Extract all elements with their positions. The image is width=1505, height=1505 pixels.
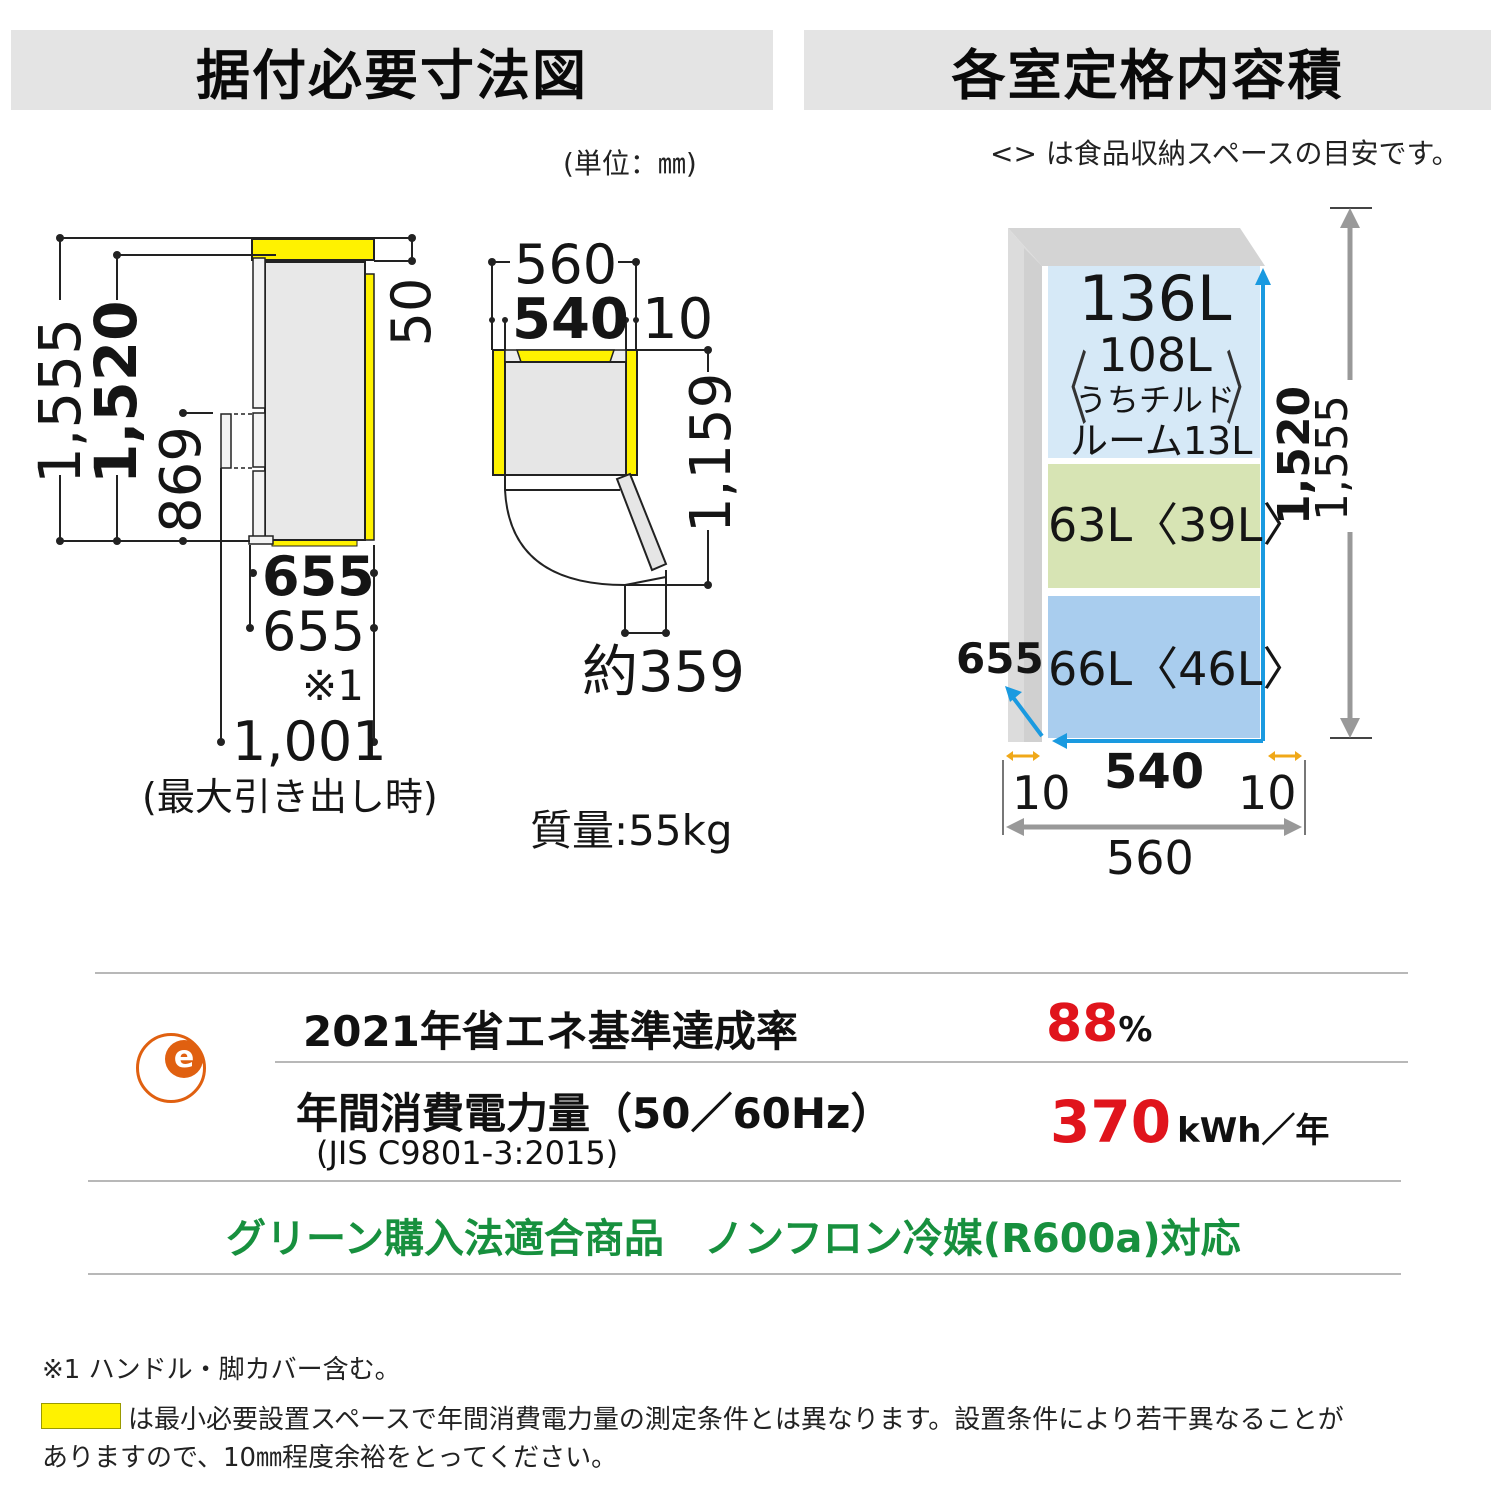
fridge-food-capacity: 108L: [1098, 328, 1212, 382]
top-door-swing: 約359: [582, 640, 745, 705]
bracket-right: 〉: [1225, 343, 1265, 436]
side-depth-incl: 655: [262, 600, 366, 663]
side-depth-max-label: (最大引き出し時): [142, 775, 438, 819]
divider-green: [88, 1273, 1401, 1275]
top-width-total: 560: [514, 233, 618, 296]
energy-rate-number: 88: [1046, 994, 1119, 1054]
cap-depth: 655: [956, 634, 1044, 683]
divider-top: [95, 972, 1408, 974]
divider-mid: [275, 1061, 1408, 1063]
top-side-gap: 10: [642, 287, 714, 352]
capacity-note: <> は食品収納スペースの目安です。: [990, 137, 1460, 170]
yellow-legend-swatch: [41, 1403, 121, 1429]
annual-consumption-unit: kWh／年: [1177, 1111, 1330, 1151]
chilled-room-capacity: ルーム13L: [1070, 419, 1253, 463]
unit-note: (単位：㎜): [563, 147, 697, 180]
chilled-room-label: うちチルド: [1074, 381, 1235, 419]
cap-gap-left: 10: [1012, 766, 1071, 820]
energy-rate-label: 2021年省エネ基準達成率: [303, 1007, 798, 1056]
footnote-1: ※1 ハンドル・脚カバー含む。: [42, 1355, 401, 1385]
footnote-2-line2: ありますので、10㎜程度余裕をとってください。: [42, 1443, 618, 1473]
fridge-total-capacity: 136L: [1078, 262, 1232, 335]
header-left-title: 据付必要寸法図: [196, 43, 588, 107]
annual-consumption-standard: (JIS C9801-3:2015): [316, 1134, 619, 1172]
side-depth-max: 1,001: [232, 710, 387, 773]
e-mark-icon: e: [136, 1033, 206, 1103]
cap-width-body: 540: [1104, 744, 1205, 800]
cap-gap-right: 10: [1238, 766, 1297, 820]
energy-rate-value: 88%: [1046, 994, 1152, 1054]
side-depth-bold: 655: [262, 545, 375, 608]
footnote-2-line1: は最小必要設置スペースで年間消費電力量の測定条件とは異なります。設置条件により若…: [128, 1405, 1344, 1435]
annual-consumption-value: 370 kWh／年: [1050, 1088, 1329, 1156]
divider-bottom: [88, 1180, 1401, 1182]
energy-rate-unit: %: [1118, 1010, 1153, 1050]
top-width-body: 540: [512, 287, 629, 352]
cap-width-total: 560: [1106, 831, 1194, 885]
bracket-left: 〈: [1048, 343, 1088, 436]
header-compartment-capacity: 各室定格内容積: [804, 30, 1491, 110]
vegetable-capacity: 63L〈39L〉: [1048, 498, 1309, 552]
annual-consumption-label: 年間消費電力量（50／60Hz）: [296, 1089, 893, 1138]
side-depth-note: ※1: [302, 661, 364, 710]
header-installation-dimensions: 据付必要寸法図: [11, 30, 773, 110]
cap-height-total: 1,555: [1307, 395, 1358, 521]
product-mass: 質量:55kg: [530, 806, 733, 855]
header-right-title: 各室定格内容積: [951, 43, 1344, 107]
annual-consumption-number: 370: [1050, 1088, 1172, 1156]
freezer-capacity: 66L〈46L〉: [1048, 642, 1309, 696]
green-purchasing-text: グリーン購入法適合商品 ノンフロン冷媒(R600a)対応: [226, 1216, 1241, 1262]
